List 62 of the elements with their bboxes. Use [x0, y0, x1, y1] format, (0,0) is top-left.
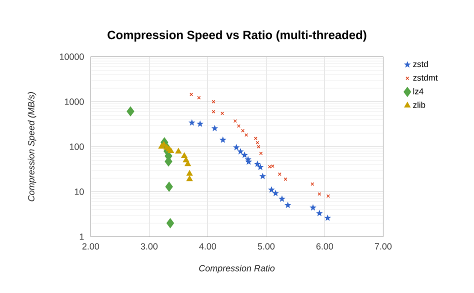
point — [188, 119, 196, 126]
y-axis-title: Compression Speed (MB/s) — [28, 92, 36, 202]
x-tick-label: 7.00 — [374, 243, 392, 250]
point — [259, 172, 266, 180]
point — [232, 144, 240, 150]
point — [190, 92, 194, 96]
point — [270, 164, 274, 168]
point — [241, 128, 245, 132]
point — [181, 152, 188, 158]
point — [165, 182, 173, 192]
y-tick-label: 1000 — [64, 98, 84, 105]
point — [166, 218, 174, 228]
point — [220, 136, 226, 143]
x-tick-label: 3.00 — [140, 243, 158, 250]
point — [244, 133, 248, 137]
point — [186, 170, 193, 176]
point — [324, 214, 332, 221]
y-tick-label: 100 — [70, 144, 84, 150]
point — [212, 110, 216, 114]
x-tick-label: 5.00 — [258, 243, 275, 250]
point — [284, 177, 288, 181]
point — [175, 148, 182, 154]
point — [197, 96, 201, 100]
legend-label: zstd — [413, 60, 428, 68]
y-tick-label: 10000 — [60, 54, 84, 60]
point — [254, 160, 261, 168]
point — [236, 124, 240, 128]
point — [268, 164, 272, 168]
point — [316, 210, 323, 216]
point — [256, 140, 260, 144]
point — [237, 148, 244, 154]
legend-label: lz4 — [413, 88, 424, 94]
point — [220, 112, 224, 116]
point — [126, 106, 134, 116]
point — [256, 144, 260, 148]
x-tick-label: 4.00 — [199, 243, 216, 250]
y-tick-label: 10 — [74, 188, 84, 195]
point — [310, 204, 316, 211]
chart-title: Compression Speed vs Ratio (multi-threaded) — [108, 30, 366, 42]
point — [318, 192, 322, 196]
point — [196, 120, 204, 127]
legend-label: zlib — [413, 102, 426, 108]
y-tick-label: 1 — [80, 234, 84, 240]
point — [186, 176, 193, 182]
point — [211, 124, 218, 132]
point — [256, 164, 264, 170]
point — [278, 172, 282, 176]
x-tick-label: 2.00 — [82, 243, 100, 250]
point — [326, 194, 330, 198]
point — [278, 195, 286, 202]
legend-label: zstdmt — [413, 74, 438, 81]
point — [310, 182, 314, 186]
point — [259, 152, 263, 156]
point — [241, 152, 248, 158]
x-tick-label: 6.00 — [316, 243, 334, 250]
point — [272, 190, 279, 196]
point — [284, 202, 292, 208]
point — [212, 100, 216, 104]
point — [268, 186, 275, 193]
point — [254, 136, 258, 140]
x-axis-title: Compression Ratio — [199, 264, 275, 274]
point — [233, 119, 237, 123]
